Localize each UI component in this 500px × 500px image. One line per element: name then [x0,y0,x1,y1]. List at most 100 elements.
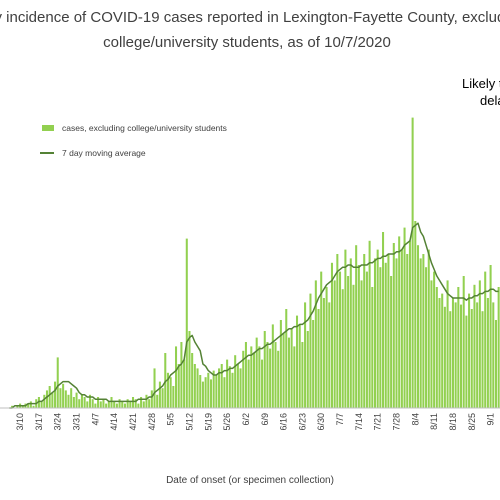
bar [422,254,425,408]
bar [379,267,382,408]
bar [212,370,215,408]
bar [43,394,46,408]
bar [239,368,242,408]
bar [70,388,73,408]
bar [473,284,476,408]
bar [336,254,339,408]
bar [465,315,468,408]
bar [67,394,70,408]
bar [126,399,129,408]
x-tick-label: 8/11 [429,413,439,430]
bar [290,328,293,408]
bar [193,364,196,408]
bar [457,287,460,408]
bar [468,293,471,408]
bar [330,262,333,408]
bar [282,333,285,408]
bar [252,353,256,408]
bar [121,401,124,408]
bar [357,265,360,408]
bar [140,397,143,408]
bar [470,309,473,408]
bar [494,320,497,408]
bar [341,289,344,408]
x-tick-label: 3/10 [15,413,25,431]
bar [371,287,374,408]
bar [32,405,35,408]
bar [91,399,94,408]
bar [339,271,342,408]
bar [188,331,191,408]
bar [492,302,495,408]
x-tick-label: 5/12 [184,413,194,431]
bar [306,331,309,408]
bar [304,302,307,408]
bar [164,353,167,408]
x-tick-label: 4/28 [147,413,157,431]
x-tick-label: 3/31 [72,413,82,431]
bar [204,377,207,408]
bar [317,309,320,408]
bar [261,359,264,408]
bar [309,293,312,408]
bar [94,403,97,408]
bar [363,254,366,408]
bar [244,342,247,408]
bar [430,280,433,408]
bar [158,381,161,408]
bar [231,372,234,408]
bar [137,403,140,408]
bar [45,390,49,408]
bar [209,379,213,408]
bar [131,397,135,408]
bar [142,401,145,408]
bar [115,403,118,408]
bar [400,249,403,408]
bar [449,311,452,408]
bar [218,368,221,408]
bar [416,245,420,408]
bar [403,227,406,408]
bar [177,364,180,408]
bar [27,403,30,408]
x-tick-label: 3/24 [53,413,63,431]
bar [476,302,479,408]
bar [62,383,65,408]
bar [328,302,331,408]
bar [107,401,110,408]
bar [274,342,277,408]
bar [344,249,347,408]
x-tick-label: 6/23 [297,413,307,431]
bar [443,306,446,408]
bar [169,377,172,408]
bar [51,392,54,408]
bar [255,337,258,408]
bar [199,375,202,408]
bar [293,346,296,408]
bar [78,399,81,408]
bar [373,258,377,408]
bar [156,394,159,408]
bar [360,280,363,408]
bar [11,405,14,408]
bar [395,258,398,408]
bar [333,280,336,408]
bar [435,287,438,408]
bar [425,267,428,408]
bar [269,348,272,408]
bar [29,401,32,408]
annotation: Likely to [462,76,500,91]
bar [153,368,156,408]
bar [277,350,280,408]
legend-label: 7 day moving average [62,148,146,158]
bar [118,399,121,408]
bar [322,298,325,408]
bar [387,254,390,408]
bar [406,254,409,408]
bar [419,258,422,408]
bar [408,240,411,408]
x-tick-label: 6/30 [316,413,326,431]
bar [312,320,315,408]
bar [446,280,449,408]
bar [83,397,86,408]
